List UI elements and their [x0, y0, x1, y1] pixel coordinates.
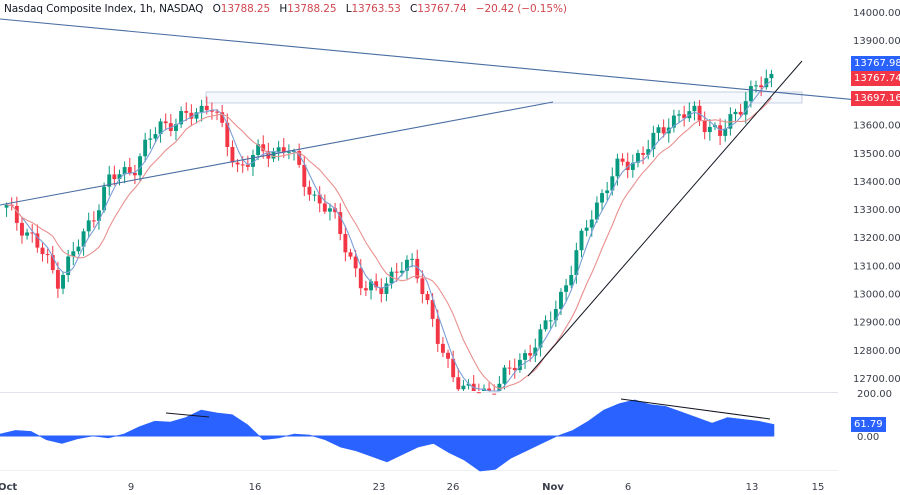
descending-trendline[interactable]	[0, 18, 900, 105]
open-value: 13788.25	[220, 3, 271, 15]
indicator-value-tag: 61.79	[851, 417, 886, 432]
time-tick: 6	[625, 482, 631, 493]
price-tick: 13200.00	[853, 233, 900, 244]
low-label: L	[345, 3, 352, 15]
divergence-line-2[interactable]	[620, 398, 771, 420]
price-tag-blue: 13767.98	[851, 56, 900, 71]
time-tick: 26	[447, 482, 460, 493]
resistance-zone[interactable]	[205, 91, 803, 104]
price-tick: 13400.00	[853, 177, 900, 188]
change-value: −20.42 (−0.15%)	[475, 3, 567, 15]
price-tick: 12900.00	[853, 318, 900, 329]
time-tick: Oct	[0, 482, 17, 493]
time-tick: 16	[249, 482, 262, 493]
price-tick: 12800.00	[853, 346, 900, 357]
moving-averages	[6, 80, 772, 392]
price-tick: 13100.00	[853, 261, 900, 272]
time-axis[interactable]: Oct 9 16 23 26 Nov 6 13 15	[0, 482, 824, 493]
open-label: O	[212, 3, 221, 15]
oscillator-area	[0, 399, 775, 472]
high-label: H	[279, 3, 288, 15]
price-tag-level: 13697.16	[851, 91, 900, 106]
price-axis[interactable]: 14000.00 13900.00 13600.00 13500.00 13400.00…	[853, 8, 900, 385]
time-tick: 15	[812, 482, 825, 493]
low-value: 13763.53	[351, 3, 401, 15]
price-tick: 13500.00	[853, 149, 900, 160]
candlesticks	[4, 69, 774, 395]
divergence-line-1[interactable]	[165, 412, 210, 418]
close-value: 13767.74	[417, 3, 467, 15]
price-tick: 14000.00	[853, 8, 900, 19]
time-tick: 9	[128, 482, 134, 493]
price-tick: 13900.00	[853, 36, 900, 47]
ascending-trendline[interactable]	[0, 101, 554, 206]
interval[interactable]: 1h	[139, 3, 153, 15]
time-tick: 13	[746, 482, 759, 493]
price-tick: 12700.00	[853, 374, 900, 385]
support-trendline[interactable]	[527, 60, 803, 377]
time-tick: 23	[373, 482, 386, 493]
time-tick: Nov	[542, 482, 564, 493]
indicator-zero-tick: 0.00	[857, 432, 879, 443]
price-tag-last: 13767.74	[851, 71, 900, 86]
price-tick: 13300.00	[853, 205, 900, 216]
chart-legend: Nasdaq Composite Index, 1h, NASDAQ O1378…	[4, 3, 567, 15]
high-value: 13788.25	[287, 3, 337, 15]
symbol-name[interactable]: Nasdaq Composite Index	[4, 3, 133, 15]
price-tick: 13600.00	[853, 121, 900, 132]
close-label: C	[410, 3, 418, 15]
exchange: NASDAQ	[159, 3, 204, 15]
price-tick: 13000.00	[853, 290, 900, 301]
indicator-top-tick: 200.00	[857, 389, 892, 400]
